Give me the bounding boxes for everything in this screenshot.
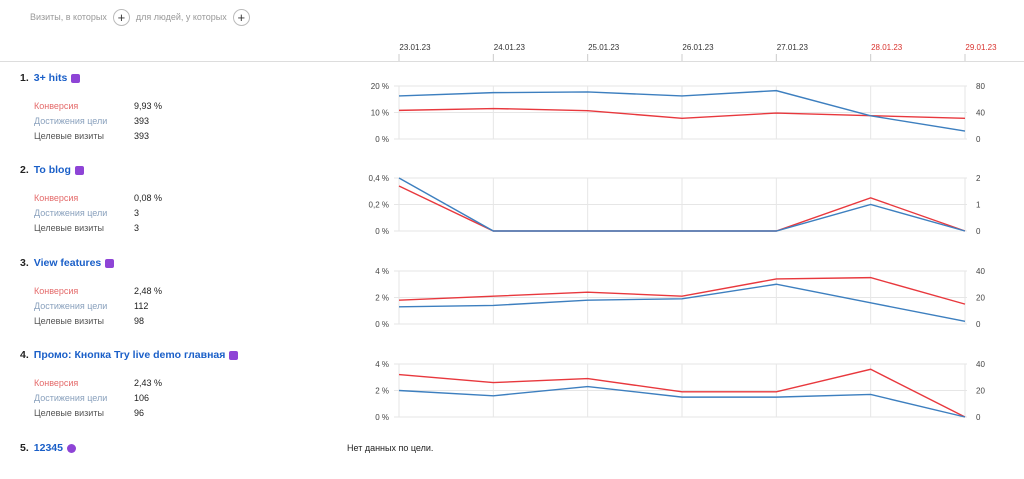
goal-chart: 0 % 2 % 4 % 0 20 40 bbox=[375, 267, 985, 329]
visits-filter-label: Визиты, в которых bbox=[30, 12, 107, 22]
goal-chart: 0 % 10 % 20 % 0 40 80 bbox=[371, 82, 986, 144]
y-right-tick-label: 0 bbox=[976, 320, 981, 329]
y-left-tick-label: 0 % bbox=[375, 135, 389, 144]
y-left-tick-label: 2 % bbox=[375, 294, 389, 303]
y-right-tick-label: 0 bbox=[976, 227, 981, 236]
reaches-value: 112 bbox=[134, 301, 149, 311]
y-right-tick-label: 20 bbox=[976, 294, 985, 303]
conversion-value: 0,08 % bbox=[134, 193, 163, 203]
goal-chart: 0 % 2 % 4 % 0 20 40 bbox=[375, 360, 985, 422]
date-label: 29.01.23 bbox=[965, 43, 997, 52]
reaches-label: Достижения цели bbox=[34, 208, 108, 218]
y-right-tick-label: 40 bbox=[976, 360, 985, 369]
goal-title: 3. View features bbox=[20, 257, 115, 269]
goal-number: 1. bbox=[20, 72, 29, 84]
add-visit-condition-button[interactable]: + bbox=[112, 8, 130, 26]
date-label: 26.01.23 bbox=[682, 43, 714, 52]
conversion-label: Конверсия bbox=[34, 378, 79, 388]
y-right-tick-label: 80 bbox=[976, 82, 985, 91]
date-label: 25.01.23 bbox=[588, 43, 620, 52]
goal-name-link[interactable]: 12345 bbox=[33, 442, 63, 454]
goal-title: 5. 12345 bbox=[20, 442, 76, 454]
plus-icon: + bbox=[237, 9, 246, 25]
reaches-series-line bbox=[398, 89, 966, 132]
reaches-series-line bbox=[398, 283, 966, 323]
reaches-series-line bbox=[398, 385, 966, 418]
reaches-value: 393 bbox=[134, 116, 150, 126]
segment-filter-bar: Визиты, в которых + для людей, у которых… bbox=[30, 7, 256, 27]
y-left-tick-label: 0 % bbox=[375, 320, 389, 329]
y-left-tick-label: 20 % bbox=[371, 82, 389, 91]
y-left-tick-label: 10 % bbox=[371, 109, 389, 118]
visits-label: Целевые визиты bbox=[34, 408, 104, 418]
url-icon bbox=[74, 165, 84, 175]
y-right-tick-label: 1 bbox=[976, 201, 981, 210]
phone-icon bbox=[66, 443, 76, 453]
conversion-value: 2,48 % bbox=[134, 286, 163, 296]
visits-label: Целевые визиты bbox=[34, 223, 104, 233]
header-separator bbox=[0, 61, 1024, 62]
conversion-label: Конверсия bbox=[34, 286, 79, 296]
date-label: 27.01.23 bbox=[777, 43, 809, 52]
goal-name-link[interactable]: View features bbox=[33, 257, 102, 269]
date-label: 23.01.23 bbox=[399, 43, 431, 52]
goal-title: 4. Промо: Кнопка Try live demo главная bbox=[20, 349, 239, 361]
goal-chart: 0 % 0,2 % 0,4 % 0 1 2 bbox=[369, 174, 981, 236]
plus-icon: + bbox=[117, 9, 126, 25]
conversion-label: Конверсия bbox=[34, 193, 79, 203]
y-left-tick-label: 0 % bbox=[375, 413, 389, 422]
date-label: 24.01.23 bbox=[494, 43, 526, 52]
add-people-condition-button[interactable]: + bbox=[232, 8, 250, 26]
y-left-tick-label: 0,4 % bbox=[369, 174, 389, 183]
event-icon bbox=[229, 350, 239, 360]
y-right-tick-label: 20 bbox=[976, 387, 985, 396]
y-left-tick-label: 4 % bbox=[375, 360, 389, 369]
goal-number: 4. bbox=[20, 349, 29, 361]
reaches-series-line bbox=[398, 177, 966, 232]
reaches-label: Достижения цели bbox=[34, 393, 108, 403]
goal-number: 2. bbox=[20, 164, 29, 176]
no-data-message: Нет данных по цели. bbox=[347, 443, 434, 453]
reaches-label: Достижения цели bbox=[34, 116, 108, 126]
goal-name-link[interactable]: 3+ hits bbox=[33, 72, 68, 84]
date-axis-header: 23.01.23 24.01.23 25.01.23 26.01.23 27.01.23… bbox=[398, 43, 997, 62]
pages-icon bbox=[71, 73, 81, 83]
conversion-label: Конверсия bbox=[34, 101, 79, 111]
goal-number: 5. bbox=[20, 442, 29, 454]
visits-label: Целевые визиты bbox=[34, 131, 104, 141]
visits-label: Целевые визиты bbox=[34, 316, 104, 326]
reaches-value: 3 bbox=[134, 208, 140, 218]
y-left-tick-label: 4 % bbox=[375, 267, 389, 276]
visits-value: 393 bbox=[134, 131, 150, 141]
conversion-series-line bbox=[398, 368, 966, 418]
reaches-label: Достижения цели bbox=[34, 301, 108, 311]
conversion-value: 9,93 % bbox=[134, 101, 163, 111]
goal-title: 2. To blog bbox=[20, 164, 84, 176]
goal-name-link[interactable]: Промо: Кнопка Try live demo главная bbox=[33, 349, 226, 361]
y-left-tick-label: 2 % bbox=[375, 387, 389, 396]
visits-value: 3 bbox=[134, 223, 140, 233]
y-right-tick-label: 0 bbox=[976, 413, 981, 422]
y-right-tick-label: 2 bbox=[976, 174, 981, 183]
goal-name-link[interactable]: To blog bbox=[33, 164, 71, 176]
visits-value: 96 bbox=[134, 408, 145, 418]
conversion-value: 2,43 % bbox=[134, 378, 163, 388]
y-right-tick-label: 40 bbox=[976, 267, 985, 276]
url-icon bbox=[105, 258, 115, 268]
date-label: 28.01.23 bbox=[871, 43, 903, 52]
goal-title: 1. 3+ hits bbox=[20, 72, 81, 84]
y-left-tick-label: 0,2 % bbox=[369, 201, 389, 210]
visits-value: 98 bbox=[134, 316, 145, 326]
y-right-tick-label: 0 bbox=[976, 135, 981, 144]
y-left-tick-label: 0 % bbox=[375, 227, 389, 236]
reaches-value: 106 bbox=[134, 393, 150, 403]
people-filter-label: для людей, у которых bbox=[135, 12, 227, 22]
y-right-tick-label: 40 bbox=[976, 109, 985, 118]
goal-number: 3. bbox=[20, 257, 29, 269]
conversion-series-line bbox=[398, 276, 966, 305]
